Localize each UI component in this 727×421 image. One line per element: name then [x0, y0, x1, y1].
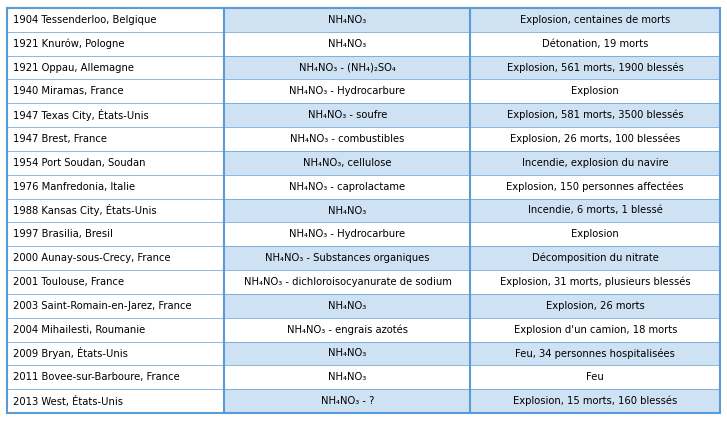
Bar: [225, 103, 720, 127]
Text: 2000 Aunay-sous-Crecy, France: 2000 Aunay-sous-Crecy, France: [13, 253, 171, 263]
Text: 2003 Saint-Romain-en-Jarez, France: 2003 Saint-Romain-en-Jarez, France: [13, 301, 192, 311]
Text: NH₄NO₃: NH₄NO₃: [329, 205, 366, 216]
Text: NH₄NO₃: NH₄NO₃: [329, 15, 366, 25]
Bar: [225, 222, 720, 246]
Bar: [225, 341, 720, 365]
Text: Incendie, explosion du navire: Incendie, explosion du navire: [522, 158, 669, 168]
Text: Feu: Feu: [587, 372, 604, 382]
Bar: [7, 80, 225, 103]
Text: NH₄NO₃, cellulose: NH₄NO₃, cellulose: [303, 158, 392, 168]
Text: Explosion, 581 morts, 3500 blessés: Explosion, 581 morts, 3500 blessés: [507, 110, 683, 120]
Bar: [7, 32, 225, 56]
Text: 2009 Bryan, États-Unis: 2009 Bryan, États-Unis: [13, 347, 128, 360]
Bar: [7, 389, 225, 413]
Text: 1921 Knurów, Pologne: 1921 Knurów, Pologne: [13, 38, 124, 49]
Text: Décomposition du nitrate: Décomposition du nitrate: [531, 253, 659, 264]
Bar: [225, 175, 720, 199]
Bar: [7, 222, 225, 246]
Bar: [7, 56, 225, 80]
Bar: [7, 8, 225, 32]
Bar: [225, 318, 720, 341]
Text: Explosion, 26 morts, 100 blessées: Explosion, 26 morts, 100 blessées: [510, 134, 680, 144]
Text: 2011 Bovee-sur-Barboure, France: 2011 Bovee-sur-Barboure, France: [13, 372, 180, 382]
Bar: [7, 246, 225, 270]
Text: 1988 Kansas City, États-Unis: 1988 Kansas City, États-Unis: [13, 205, 156, 216]
Text: 2001 Toulouse, France: 2001 Toulouse, France: [13, 277, 124, 287]
Text: Explosion, 561 morts, 1900 blessés: Explosion, 561 morts, 1900 blessés: [507, 62, 683, 73]
Text: Détonation, 19 morts: Détonation, 19 morts: [542, 39, 648, 49]
Bar: [7, 365, 225, 389]
Text: NH₄NO₃: NH₄NO₃: [329, 301, 366, 311]
Text: 1940 Miramas, France: 1940 Miramas, France: [13, 86, 124, 96]
Text: NH₄NO₃ - soufre: NH₄NO₃ - soufre: [308, 110, 387, 120]
Text: 1976 Manfredonia, Italie: 1976 Manfredonia, Italie: [13, 182, 135, 192]
Text: NH₄NO₃ - Hydrocarbure: NH₄NO₃ - Hydrocarbure: [289, 86, 406, 96]
Bar: [7, 318, 225, 341]
Text: NH₄NO₃ - ?: NH₄NO₃ - ?: [321, 396, 374, 406]
Text: NH₄NO₃ - Substances organiques: NH₄NO₃ - Substances organiques: [265, 253, 430, 263]
Bar: [225, 8, 720, 32]
Text: Incendie, 6 morts, 1 blessé: Incendie, 6 morts, 1 blessé: [528, 205, 663, 216]
Text: Explosion, centaines de morts: Explosion, centaines de morts: [520, 15, 670, 25]
Text: Explosion, 150 personnes affectées: Explosion, 150 personnes affectées: [507, 181, 684, 192]
Bar: [225, 199, 720, 222]
Text: 1947 Texas City, États-Unis: 1947 Texas City, États-Unis: [13, 109, 149, 121]
Text: NH₄NO₃ - combustibles: NH₄NO₃ - combustibles: [290, 134, 405, 144]
Text: 1904 Tessenderloo, Belgique: 1904 Tessenderloo, Belgique: [13, 15, 156, 25]
Bar: [225, 80, 720, 103]
Bar: [7, 270, 225, 294]
Bar: [225, 56, 720, 80]
Text: NH₄NO₃ - dichloroisocyanurate de sodium: NH₄NO₃ - dichloroisocyanurate de sodium: [244, 277, 451, 287]
Bar: [225, 294, 720, 318]
Text: NH₄NO₃ - engrais azotés: NH₄NO₃ - engrais azotés: [287, 324, 408, 335]
Text: 1954 Port Soudan, Soudan: 1954 Port Soudan, Soudan: [13, 158, 145, 168]
Text: NH₄NO₃: NH₄NO₃: [329, 39, 366, 49]
Bar: [225, 365, 720, 389]
Text: 2004 Mihailesti, Roumanie: 2004 Mihailesti, Roumanie: [13, 325, 145, 335]
Text: 2013 West, États-Unis: 2013 West, États-Unis: [13, 396, 123, 407]
Bar: [225, 270, 720, 294]
Text: Explosion, 31 morts, plusieurs blessés: Explosion, 31 morts, plusieurs blessés: [500, 277, 691, 287]
Text: NH₄NO₃: NH₄NO₃: [329, 349, 366, 358]
Text: Explosion: Explosion: [571, 86, 619, 96]
Bar: [7, 127, 225, 151]
Text: NH₄NO₃ - Hydrocarbure: NH₄NO₃ - Hydrocarbure: [289, 229, 406, 239]
Text: Explosion: Explosion: [571, 229, 619, 239]
Bar: [225, 151, 720, 175]
Text: NH₄NO₃ - caprolactame: NH₄NO₃ - caprolactame: [289, 182, 406, 192]
Text: NH₄NO₃ - (NH₄)₂SO₄: NH₄NO₃ - (NH₄)₂SO₄: [299, 63, 396, 72]
Text: Explosion d'un camion, 18 morts: Explosion d'un camion, 18 morts: [513, 325, 677, 335]
Text: 1947 Brest, France: 1947 Brest, France: [13, 134, 107, 144]
Text: 1997 Brasilia, Bresil: 1997 Brasilia, Bresil: [13, 229, 113, 239]
Bar: [225, 389, 720, 413]
Text: Feu, 34 personnes hospitalisées: Feu, 34 personnes hospitalisées: [515, 348, 675, 359]
Bar: [7, 151, 225, 175]
Text: NH₄NO₃: NH₄NO₃: [329, 372, 366, 382]
Bar: [225, 32, 720, 56]
Text: Explosion, 15 morts, 160 blessés: Explosion, 15 morts, 160 blessés: [513, 396, 678, 406]
Bar: [225, 246, 720, 270]
Bar: [7, 199, 225, 222]
Text: 1921 Oppau, Allemagne: 1921 Oppau, Allemagne: [13, 63, 134, 72]
Bar: [7, 341, 225, 365]
Bar: [7, 294, 225, 318]
Bar: [7, 175, 225, 199]
Bar: [7, 103, 225, 127]
Bar: [225, 127, 720, 151]
Text: Explosion, 26 morts: Explosion, 26 morts: [546, 301, 645, 311]
